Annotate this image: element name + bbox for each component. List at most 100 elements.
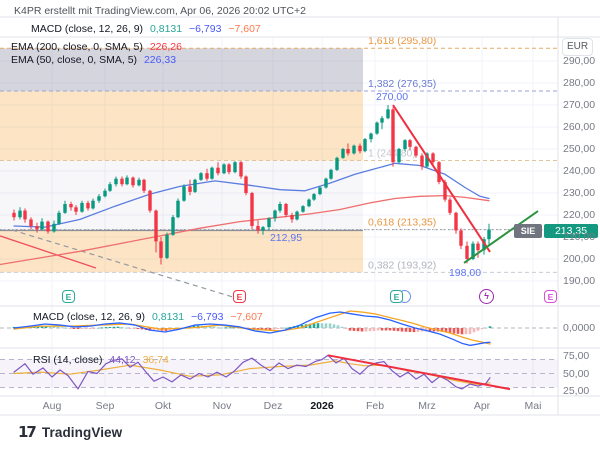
macd-legend-top: MACD (close, 12, 26, 9) 0,8131 −6,793 −7… <box>31 23 265 35</box>
candle-body <box>142 179 146 191</box>
macd-hist-value: 0,8131 <box>151 311 185 323</box>
candle-body <box>131 177 135 186</box>
macd-histogram-bar <box>392 328 396 331</box>
earnings-marker[interactable]: E <box>390 290 403 303</box>
macd-histogram-bar <box>440 328 444 332</box>
candle-body <box>386 109 390 119</box>
candle-body <box>176 200 180 218</box>
earnings-marker[interactable]: E <box>233 290 246 303</box>
candle-body <box>250 193 254 226</box>
time-axis-label: Dez <box>263 400 283 412</box>
macd-histogram-bar <box>388 328 392 331</box>
fib-level-label: 0,618 (213,35) <box>368 217 436 229</box>
ema200-legend: EMA (200, close, 0, SMA, 5) 226,26 <box>11 41 186 53</box>
candle-body <box>125 177 129 185</box>
macd-histogram-bar <box>488 326 492 328</box>
tradingview-logo: 17 TradingView <box>18 423 122 441</box>
rsi-line <box>13 354 491 390</box>
macd-histogram-bar <box>288 326 292 328</box>
time-axis-label: 2026 <box>310 400 334 412</box>
earnings-marker[interactable]: E <box>544 290 557 303</box>
price-axis-label: 230,00 <box>563 187 596 199</box>
candle-body <box>295 211 299 220</box>
candle-body <box>267 218 271 228</box>
uptrend-price-label: 198,00 <box>449 267 481 279</box>
macd-histogram-bar <box>316 323 320 328</box>
macd-histogram-bar <box>260 328 264 331</box>
macd-line-value: −6,793 <box>191 311 224 323</box>
fib-level-label: 0,382 (193,92) <box>368 259 436 271</box>
last-price-badge: 213,35 <box>544 224 598 238</box>
macd-histogram-bar <box>40 326 44 328</box>
candle-body <box>182 186 186 201</box>
rsi-legend: RSI (14, close) 44,12 36,74 <box>33 354 173 366</box>
macd-histogram-bar <box>380 328 384 331</box>
candle-body <box>431 153 435 163</box>
macd-histogram-bar <box>356 328 360 332</box>
macd-histogram-bar <box>336 325 340 328</box>
fib-band <box>0 160 363 230</box>
uptrend-line <box>463 210 539 264</box>
candle-body <box>40 221 44 230</box>
macd-histogram-bar <box>448 328 452 334</box>
fib-band <box>0 229 363 273</box>
candle-body <box>301 206 305 212</box>
macd-line-value: −6,793 <box>189 23 222 35</box>
time-axis-label: Nov <box>212 400 232 412</box>
fib-band <box>0 48 363 92</box>
candle-body <box>256 226 260 231</box>
rsi-axis-label: 75,00 <box>563 350 590 362</box>
macd-histogram-bar <box>452 328 456 334</box>
candle-body <box>346 149 350 154</box>
attribution-text: K4PR erstellt mit TradingView.com, Apr 0… <box>14 5 306 17</box>
candle-body <box>137 179 141 186</box>
candle-body <box>120 178 124 185</box>
ema50-value: 226,33 <box>143 54 177 66</box>
macd-histogram-bar <box>400 328 404 332</box>
macd-legend-title: MACD (close, 12, 26, 9) <box>33 311 146 323</box>
candle-body <box>244 176 248 193</box>
candle-body <box>148 190 152 211</box>
macd-hist-value: 0,8131 <box>149 23 183 35</box>
candle-body <box>103 190 107 197</box>
candle-body <box>403 140 407 149</box>
macd-histogram-bar <box>152 328 156 331</box>
time-axis-label: Feb <box>365 400 385 412</box>
macd-histogram-bar <box>72 328 76 329</box>
macd-histogram-bar <box>92 328 96 329</box>
macd-histogram-bar <box>464 328 468 335</box>
chart-canvas[interactable]: 1,618 (295,80)1,382 (276,35)1 (244,80)0,… <box>0 0 600 420</box>
currency-button[interactable]: EUR <box>562 38 593 56</box>
candle-body <box>408 140 412 147</box>
macd-histogram-bar <box>468 328 472 335</box>
macd-histogram-bar <box>68 328 72 329</box>
time-axis-label: Mrz <box>418 400 436 412</box>
rsi-trendline <box>327 354 511 391</box>
candle-body <box>63 204 67 213</box>
macd-histogram-bar <box>412 328 416 333</box>
macd-histogram-bar <box>408 328 412 332</box>
candle-body <box>380 118 384 123</box>
macd-histogram-bar <box>104 327 108 329</box>
macd-histogram-bar <box>108 326 112 328</box>
candle-body <box>363 139 367 152</box>
candle-body <box>329 169 333 179</box>
candle-body <box>188 186 192 192</box>
price-axis-label: 200,00 <box>563 253 596 265</box>
rsi-axis-label: 25,00 <box>563 385 590 397</box>
candle-body <box>69 204 73 208</box>
earnings-marker[interactable]: E <box>62 290 75 303</box>
event-lightning-marker[interactable]: ϟ <box>479 289 494 304</box>
candle-body <box>205 173 209 179</box>
candle-body <box>18 210 22 218</box>
macd-histogram-bar <box>352 328 356 331</box>
macd-histogram-bar <box>128 328 132 329</box>
macd-histogram-bar <box>276 328 280 329</box>
candle-body <box>397 149 401 163</box>
price-axis-label: 240,00 <box>563 165 596 177</box>
macd-legend-pane: MACD (close, 12, 26, 9) 0,8131 −6,793 −7… <box>33 311 267 323</box>
macd-histogram-bar <box>484 327 488 329</box>
macd-histogram-bar <box>376 328 380 331</box>
ema50-legend: EMA (50, close, 0, SMA, 5) 226,33 <box>11 54 180 66</box>
